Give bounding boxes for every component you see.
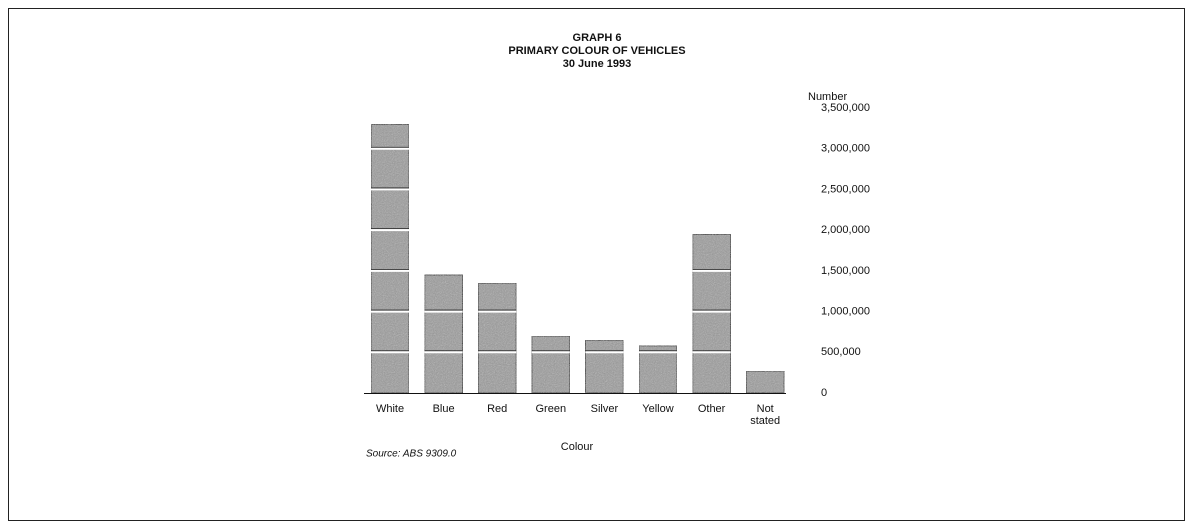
- chart-title: GRAPH 6: [573, 32, 622, 44]
- y-axis-label: Number: [808, 91, 847, 103]
- x-tick-label: White: [375, 403, 405, 415]
- bar: [424, 274, 464, 394]
- bar: [638, 345, 678, 394]
- y-tick-label: 3,500,000: [821, 102, 870, 114]
- chart-title: 30 June 1993: [563, 58, 632, 70]
- bar: [745, 370, 785, 394]
- x-tick-label: Yellow: [642, 403, 674, 415]
- bar: [584, 339, 625, 394]
- y-tick-label: 0: [821, 387, 827, 399]
- x-axis-label: Colour: [561, 441, 594, 453]
- x-tick-label: Red: [487, 403, 508, 415]
- y-tick-label: 1,000,000: [821, 305, 870, 317]
- source-note: Source: ABS 9309.0: [366, 449, 457, 460]
- y-tick-label: 2,500,000: [821, 183, 870, 195]
- bar: [370, 123, 410, 394]
- y-tick-label: 1,500,000: [821, 265, 870, 277]
- y-tick-label: 3,000,000: [821, 143, 870, 155]
- x-tick-label: Blue: [432, 403, 455, 415]
- bar: [531, 335, 571, 394]
- bar: [477, 282, 517, 394]
- y-tick-label: 2,000,000: [821, 224, 870, 236]
- x-tick-label: Silver: [590, 403, 619, 415]
- x-tick-label: Not stated: [750, 403, 781, 427]
- y-tick-label: 500,000: [821, 346, 861, 358]
- x-tick-label: Green: [535, 403, 567, 415]
- frame: [8, 8, 1185, 521]
- chart-title: PRIMARY COLOUR OF VEHICLES: [508, 45, 685, 57]
- bar: [691, 233, 732, 394]
- x-tick-label: Other: [697, 403, 726, 415]
